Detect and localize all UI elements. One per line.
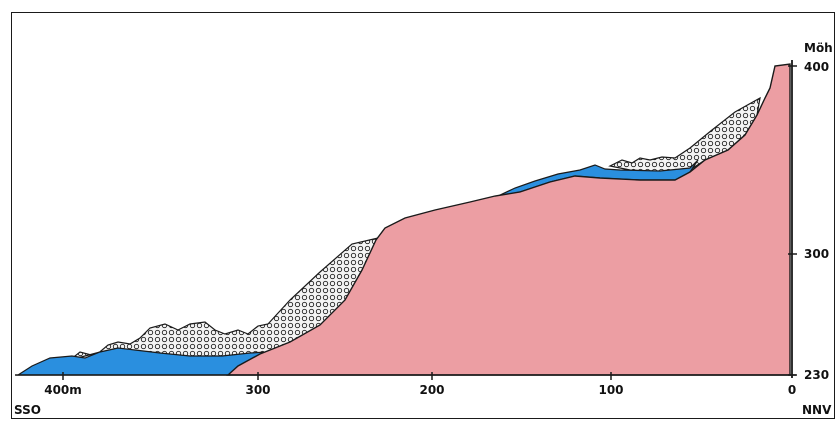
h-tick-label-0: 0 [788,383,796,397]
h-tick-label-300: 300 [245,383,270,397]
v-tick-label-300: 300 [804,247,829,261]
h-tick-label-100: 100 [598,383,623,397]
h-tick-label-400: 400m [44,383,82,397]
vertical-axis-title: Möh [804,41,833,55]
v-tick-label-230: 230 [804,368,829,382]
diagram-frame [11,12,835,419]
direction-label-left: SSO [14,403,41,417]
direction-label-right: NNV [802,403,832,417]
h-tick-label-200: 200 [419,383,444,397]
bedrock-layer [226,63,791,376]
v-tick-label-400: 400 [804,60,829,74]
